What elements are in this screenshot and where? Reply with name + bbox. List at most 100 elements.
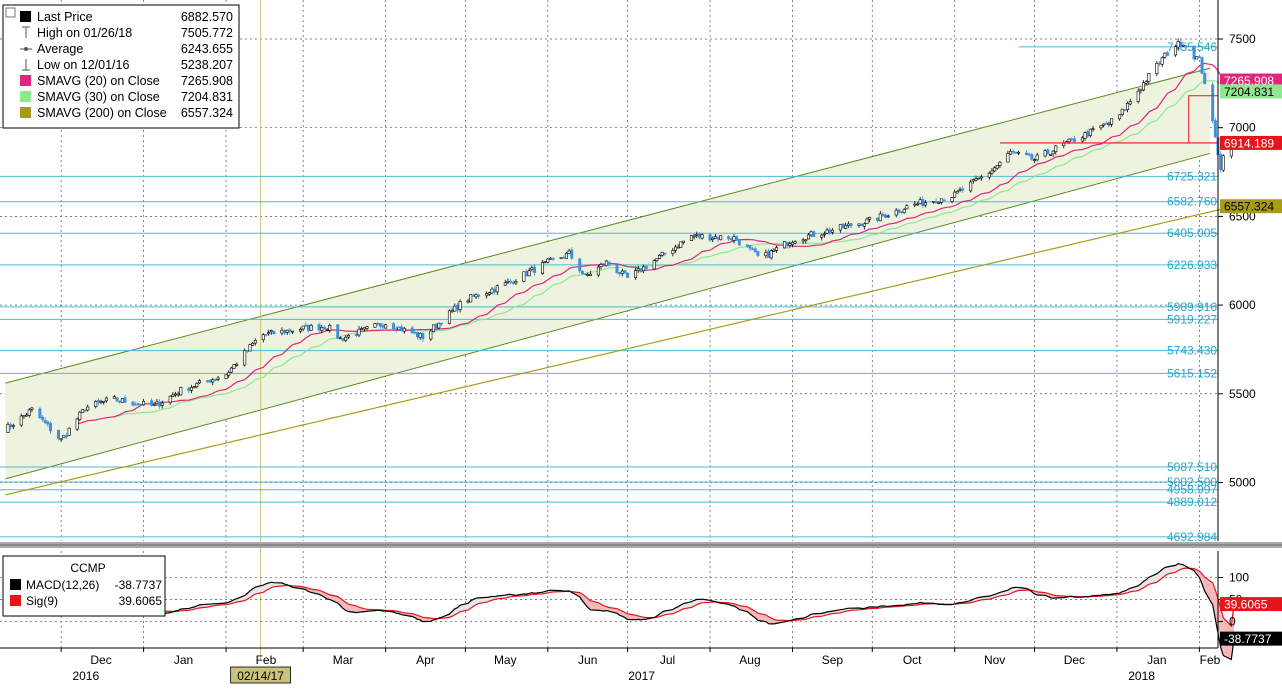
candle-body <box>355 334 357 335</box>
candle-body <box>868 217 870 219</box>
candle-body <box>605 261 607 266</box>
candle[interactable] <box>1201 56 1203 74</box>
candle[interactable] <box>1049 154 1051 156</box>
candle-body <box>1126 103 1128 109</box>
price-tag-2[interactable]: 6914.189 <box>1220 136 1282 151</box>
candle-body <box>717 238 719 240</box>
candle[interactable] <box>81 409 83 413</box>
cursor-date-badge[interactable]: 02/14/17 <box>231 667 291 683</box>
candle-body <box>337 325 339 339</box>
candle[interactable] <box>616 264 618 275</box>
candle[interactable] <box>1214 118 1216 139</box>
candle[interactable] <box>470 294 472 302</box>
candle[interactable] <box>770 249 772 260</box>
candle-body <box>1009 151 1011 154</box>
candle[interactable] <box>432 324 434 332</box>
candle[interactable] <box>735 236 737 241</box>
candle-body <box>454 306 456 311</box>
candle-body <box>44 420 46 422</box>
candle[interactable] <box>738 240 740 246</box>
candle-body <box>735 237 737 241</box>
candle-body <box>339 338 341 339</box>
legend-swatch <box>10 579 21 590</box>
candle[interactable] <box>1211 82 1213 124</box>
candle[interactable] <box>1204 71 1206 84</box>
candle[interactable] <box>1044 149 1046 157</box>
candle[interactable] <box>76 417 78 431</box>
candle[interactable] <box>541 260 543 275</box>
candle[interactable] <box>79 411 81 421</box>
candle[interactable] <box>1164 52 1166 58</box>
candle[interactable] <box>249 344 251 352</box>
candle-body <box>174 394 176 395</box>
candle-body <box>188 388 190 390</box>
candle[interactable] <box>140 404 142 406</box>
candle[interactable] <box>121 398 123 402</box>
candle-body <box>624 271 626 273</box>
candle-body <box>228 372 230 375</box>
macd-tag-1[interactable]: -38.7737 <box>1220 632 1282 647</box>
candle-body <box>472 295 474 296</box>
candle[interactable] <box>230 367 232 373</box>
candle[interactable] <box>605 260 607 267</box>
candle-body <box>1052 151 1054 154</box>
candle[interactable] <box>448 309 450 324</box>
legend-value: 5238.207 <box>181 58 233 72</box>
candle-body <box>347 335 349 337</box>
candle[interactable] <box>680 242 682 248</box>
candle[interactable] <box>1196 56 1198 59</box>
candle[interactable] <box>1174 45 1176 57</box>
candle[interactable] <box>523 272 525 283</box>
candle[interactable] <box>384 324 386 328</box>
candle[interactable] <box>1156 61 1158 76</box>
month-label-4: Apr <box>416 653 435 667</box>
price-tag-1[interactable]: 7204.831 <box>1220 84 1282 99</box>
candle[interactable] <box>374 323 376 328</box>
candle[interactable] <box>977 178 979 180</box>
candle[interactable] <box>1219 151 1221 172</box>
candle-body <box>900 212 902 213</box>
candle[interactable] <box>783 241 785 248</box>
candle[interactable] <box>63 435 65 438</box>
candle-body <box>196 383 198 386</box>
candle[interactable] <box>565 252 567 259</box>
year-label-0: 2016 <box>72 669 99 683</box>
candle[interactable] <box>690 235 692 241</box>
panel-separator[interactable] <box>0 542 1282 548</box>
candle[interactable] <box>860 223 862 225</box>
macd-legend-item-0[interactable]: MACD(12,26)-38.7737 <box>10 578 162 592</box>
candle[interactable] <box>813 231 815 237</box>
candle[interactable] <box>579 258 581 274</box>
candle[interactable] <box>180 387 182 396</box>
candle[interactable] <box>398 327 400 330</box>
candle[interactable] <box>884 214 886 218</box>
candle[interactable] <box>1222 154 1224 172</box>
candle-body <box>579 259 581 271</box>
candle-body <box>993 168 995 171</box>
candle-body <box>158 402 160 406</box>
candle[interactable] <box>68 427 70 436</box>
macd-tag-0[interactable]: 39.6065 <box>1220 597 1282 612</box>
candle-body <box>1140 89 1142 90</box>
candle[interactable] <box>233 364 235 369</box>
candle[interactable] <box>626 272 628 278</box>
candle[interactable] <box>337 324 339 339</box>
price-tag-3[interactable]: 6557.324 <box>1220 199 1282 214</box>
candle[interactable] <box>243 348 245 366</box>
candle-body <box>956 191 958 193</box>
candle[interactable] <box>225 374 227 379</box>
candle[interactable] <box>719 236 721 241</box>
candle-body <box>903 209 905 212</box>
candle[interactable] <box>653 259 655 269</box>
month-label-5: May <box>494 653 517 667</box>
candle-body <box>76 419 78 429</box>
